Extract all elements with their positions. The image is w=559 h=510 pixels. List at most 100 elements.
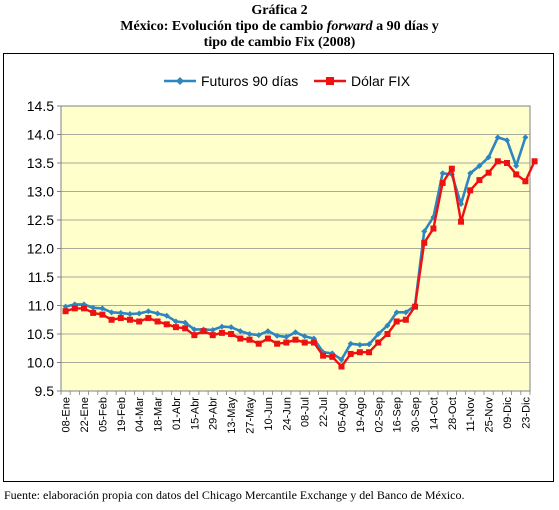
data-point-fix — [274, 340, 281, 347]
data-point-fix — [200, 328, 207, 335]
data-point-futuros — [283, 333, 290, 340]
data-point-fix — [246, 336, 253, 343]
x-tick-label: 09-Dic — [502, 397, 514, 429]
data-point-fix — [412, 303, 419, 310]
x-tick-label: 05-Ago — [336, 397, 348, 432]
data-point-futuros — [384, 322, 391, 329]
x-tick-label: 22-Ene — [79, 397, 91, 432]
x-tick-label: 30-Sep — [410, 397, 422, 432]
legend-marker-square — [326, 77, 334, 85]
data-point-fix — [356, 349, 363, 356]
data-point-fix — [237, 335, 244, 342]
data-point-futuros — [108, 309, 115, 316]
data-point-futuros — [191, 326, 198, 333]
data-point-futuros — [347, 340, 354, 347]
data-point-futuros — [62, 303, 69, 310]
data-point-futuros — [393, 309, 400, 316]
chart-heading-line2: México: Evolución tipo de cambio forward… — [0, 19, 559, 35]
data-point-fix — [218, 329, 225, 336]
x-tick-label: 08-Jul — [300, 397, 312, 427]
data-point-fix — [320, 352, 327, 359]
x-tick-label: 29-Abr — [208, 397, 220, 430]
y-tick-label: 12.5 — [27, 212, 54, 228]
data-point-fix — [329, 353, 336, 360]
data-point-futuros — [90, 304, 97, 311]
data-point-fix — [80, 305, 87, 312]
data-point-futuros — [145, 308, 152, 315]
data-point-futuros — [439, 170, 446, 177]
data-point-futuros — [264, 328, 271, 335]
x-tick-label: 10-Jun — [263, 397, 275, 431]
data-point-futuros — [485, 154, 492, 161]
data-point-futuros — [154, 310, 161, 317]
data-point-futuros — [274, 332, 281, 339]
data-point-fix — [347, 350, 354, 357]
y-tick-label: 9.5 — [35, 383, 55, 399]
data-point-futuros — [99, 305, 106, 312]
data-point-fix — [136, 318, 143, 325]
data-point-fix — [255, 340, 262, 347]
data-point-futuros — [522, 134, 529, 141]
x-tick-label: 18-Mar — [153, 397, 165, 432]
series-lines — [62, 134, 538, 370]
data-point-fix — [90, 309, 97, 316]
y-tick-label: 11.5 — [28, 269, 54, 285]
data-point-fix — [172, 324, 179, 331]
data-point-futuros — [292, 329, 299, 336]
legend: Futuros 90 días Dólar FIX — [164, 73, 411, 89]
data-point-fix — [301, 339, 308, 346]
chart-frame: Futuros 90 días Dólar FIX 9.5 10.0 10.5 11.0… — [3, 53, 554, 482]
y-tick-label: 12.0 — [27, 241, 54, 257]
data-point-fix — [531, 158, 538, 165]
x-tick-label: 15-Abr — [189, 397, 201, 430]
y-tick-label: 13.5 — [27, 155, 54, 171]
x-axis: 08-Ene 22-Ene 05-Feb 19-Feb 04-Mar 18-Mar 01-A… — [61, 391, 532, 434]
data-point-fix — [522, 178, 529, 185]
data-point-futuros — [356, 341, 363, 348]
data-point-fix — [117, 315, 124, 322]
y-tick-label: 10.0 — [27, 355, 54, 371]
data-point-futuros — [375, 331, 382, 337]
x-tick-label: 01-Abr — [171, 397, 183, 430]
data-point-futuros — [209, 327, 216, 334]
y-tick-label: 14.0 — [27, 127, 54, 143]
data-point-fix — [430, 225, 437, 232]
x-tick-label: 22-Jul — [318, 397, 330, 427]
data-point-fix — [145, 315, 152, 322]
data-point-fix — [467, 187, 474, 194]
data-point-fix — [310, 339, 317, 346]
data-point-fix — [154, 318, 161, 325]
line-chart: Futuros 90 días Dólar FIX 9.5 10.0 10.5 11.0… — [27, 73, 538, 434]
x-tick-label: 08-Ene — [61, 397, 73, 432]
data-point-fix — [439, 179, 446, 186]
x-tick-label: 23-Dic — [520, 397, 532, 429]
source-note: Fuente: elaboración propia con datos del… — [4, 488, 465, 502]
data-point-futuros — [458, 201, 465, 208]
data-point-fix — [108, 316, 115, 323]
x-tick-label: 05-Feb — [97, 397, 109, 432]
data-point-fix — [182, 325, 189, 332]
data-point-fix — [448, 165, 455, 172]
legend-label: Futuros 90 días — [201, 73, 298, 89]
data-point-futuros — [513, 162, 520, 169]
data-point-fix — [163, 321, 170, 328]
chart-heading-line3: tipo de cambio Fix (2008) — [203, 35, 356, 50]
data-point-futuros — [172, 318, 179, 325]
data-point-fix — [71, 305, 78, 312]
data-point-futuros — [255, 332, 262, 339]
y-axis: 9.5 10.0 10.5 11.0 11.5 12.0 12.5 13.0 13.5 14.0 1… — [27, 98, 61, 399]
data-point-fix — [513, 171, 520, 178]
data-point-futuros — [246, 331, 253, 337]
data-point-fix — [62, 308, 69, 315]
data-point-fix — [191, 332, 198, 339]
data-point-futuros — [163, 312, 170, 319]
data-point-fix — [375, 339, 382, 346]
x-tick-label: 11-Nov — [465, 397, 477, 432]
x-tick-label: 16-Sep — [392, 397, 404, 432]
data-point-futuros — [136, 310, 143, 317]
data-point-fix — [99, 311, 106, 318]
data-point-fix — [366, 349, 373, 356]
data-point-futuros — [421, 228, 428, 235]
x-tick-label: 04-Mar — [134, 397, 146, 432]
heading-text-forward: forward — [326, 19, 373, 34]
